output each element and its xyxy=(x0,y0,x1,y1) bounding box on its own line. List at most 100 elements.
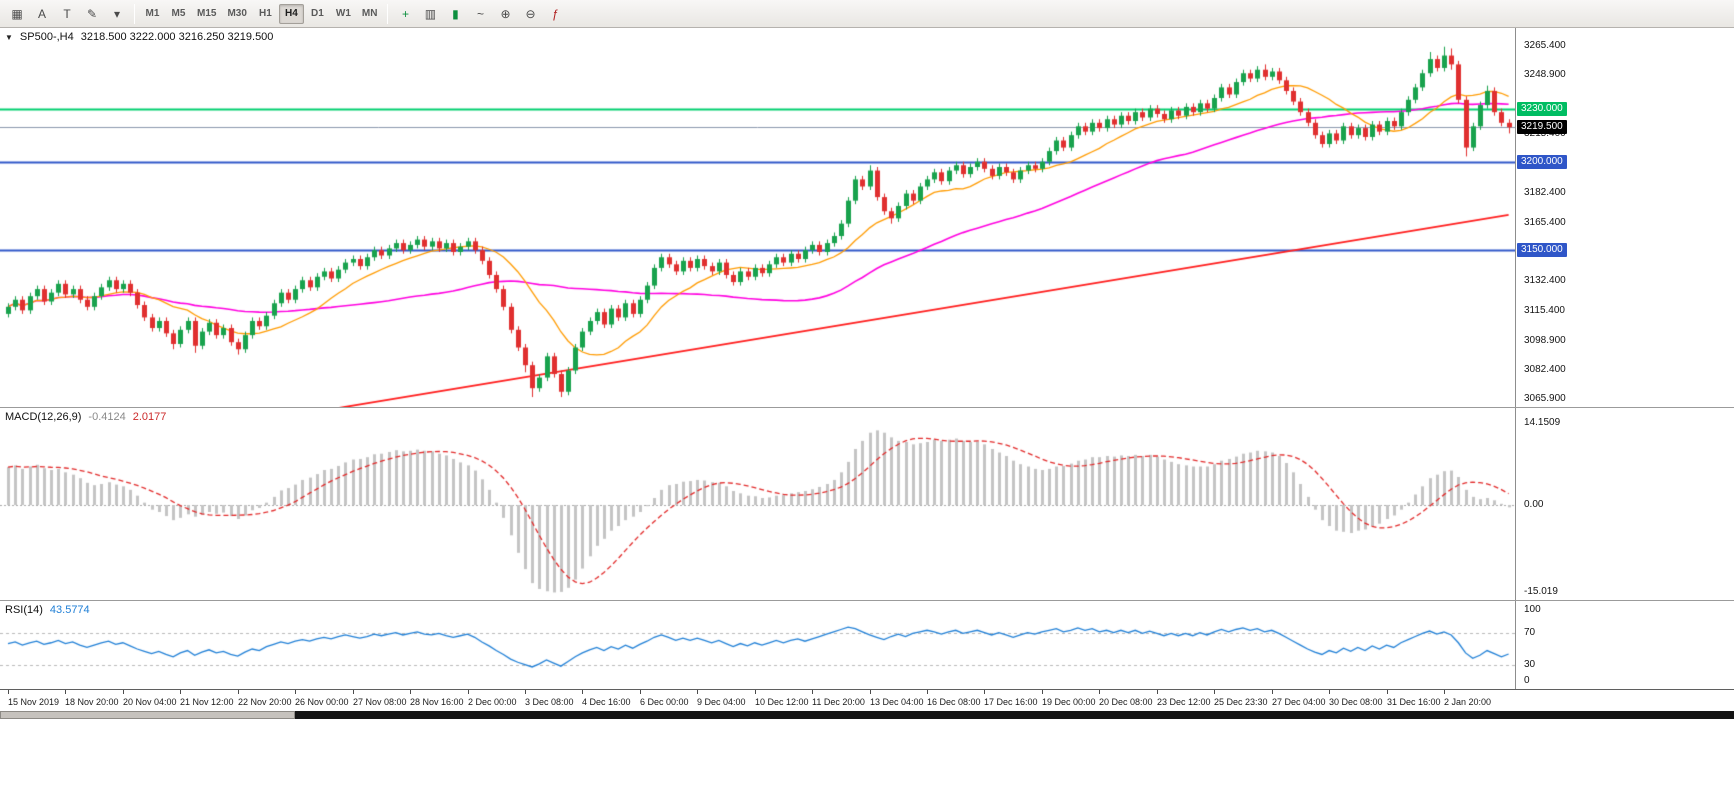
zoom-out-icon[interactable]: ⊖ xyxy=(525,6,536,21)
pane-splitter[interactable] xyxy=(0,407,1734,408)
time-axis-label: 17 Dec 16:00 xyxy=(984,697,1038,707)
time-tick xyxy=(525,690,526,694)
time-axis-label: 27 Dec 04:00 xyxy=(1272,697,1326,707)
price-axis-label: 3265.400 xyxy=(1524,40,1566,51)
time-axis-label: 26 Nov 00:00 xyxy=(295,697,349,707)
chart-line-icon[interactable]: ~ xyxy=(476,6,484,21)
time-tick xyxy=(123,690,124,694)
timeframe-h1[interactable]: H1 xyxy=(259,8,272,19)
macd-pane: MACD(12,26,9) -0.4124 2.0177 14.1509 0.00… xyxy=(0,408,1734,600)
price-badge: 3219.500 xyxy=(1517,120,1567,135)
time-axis-label: 19 Dec 00:00 xyxy=(1042,697,1096,707)
price-axis-label: 3132.400 xyxy=(1524,275,1566,287)
timeframe-mn[interactable]: MN xyxy=(361,8,378,19)
main-chart-pane: ▼ SP500-,H4 3218.500 3222.000 3216.250 3… xyxy=(0,28,1734,407)
price-badge: 3230.000 xyxy=(1517,101,1567,116)
pane-splitter[interactable] xyxy=(0,600,1734,601)
draw-tools-dropdown-icon[interactable]: ▾ xyxy=(113,6,121,21)
rsi-axis-label: 100 xyxy=(1524,604,1541,615)
price-axis[interactable]: 3265.4003248.9003215.4003182.4003165.400… xyxy=(1515,28,1734,407)
rsi-value: 43.5774 xyxy=(49,604,90,616)
time-tick xyxy=(755,690,756,694)
indicators-icon[interactable]: ƒ xyxy=(552,6,559,21)
time-axis-label: 13 Dec 04:00 xyxy=(870,697,924,707)
time-tick xyxy=(1272,690,1273,694)
time-tick xyxy=(984,690,985,694)
timeframe-toolbar: M1 M5 M15 M30 H1 H4 D1 W1 MN xyxy=(140,3,382,24)
chart-bars-icon[interactable]: ▥ xyxy=(424,6,437,21)
time-tick xyxy=(1099,690,1100,694)
time-tick xyxy=(697,690,698,694)
price-axis-label: 3115.400 xyxy=(1524,305,1565,317)
time-axis-label: 16 Dec 08:00 xyxy=(927,697,981,707)
chart-grid-icon[interactable]: ▦ xyxy=(11,6,23,21)
draw-tools-icon[interactable]: ✎ xyxy=(86,6,98,21)
time-tick xyxy=(468,690,469,694)
rsi-axis-label: 70 xyxy=(1524,627,1536,639)
time-axis-label: 28 Nov 16:00 xyxy=(410,697,464,707)
toolbar-right-group: + ▥ ▮ ~ ⊕ ⊖ ƒ xyxy=(393,3,567,25)
timeframe-w1[interactable]: W1 xyxy=(335,8,351,19)
time-axis[interactable]: 15 Nov 2019 18 Nov 20:00 20 Nov 04:00 21 No… xyxy=(0,689,1734,711)
macd-axis-label: -15.019 xyxy=(1524,586,1558,597)
macd-axis-label: 0.00 xyxy=(1524,499,1544,510)
horizontal-scrollbar[interactable] xyxy=(0,711,1734,719)
macd-axis[interactable]: 14.1509 0.00 -15.019 xyxy=(1515,408,1734,600)
time-axis-label: 18 Nov 20:00 xyxy=(65,697,119,707)
rsi-axis[interactable]: 100 70 30 0 xyxy=(1515,601,1734,689)
macd-axis-label: 14.1509 xyxy=(1524,416,1561,428)
time-axis-label: 20 Dec 08:00 xyxy=(1099,697,1153,707)
chart-dropdown-icon[interactable]: ▼ xyxy=(5,32,13,42)
scrollbar-thumb[interactable] xyxy=(0,711,295,719)
time-axis-label: 3 Dec 08:00 xyxy=(525,697,574,707)
time-tick xyxy=(295,690,296,694)
macd-signal-value: 2.0177 xyxy=(132,411,167,423)
toolbar-separator xyxy=(387,3,389,24)
price-axis-label: 3248.900 xyxy=(1524,69,1566,81)
timeframe-d1[interactable]: D1 xyxy=(311,8,324,19)
time-axis-label: 31 Dec 16:00 xyxy=(1387,697,1441,707)
time-tick xyxy=(238,690,239,694)
price-axis-label: 3182.400 xyxy=(1524,186,1566,198)
chart-candles-icon[interactable]: ▮ xyxy=(452,6,459,21)
time-axis-label: 9 Dec 04:00 xyxy=(697,697,746,707)
time-tick xyxy=(582,690,583,694)
text-tool-icon[interactable]: T xyxy=(63,6,71,21)
timeframe-h4[interactable]: H4 xyxy=(278,3,304,24)
price-chart-canvas[interactable] xyxy=(0,28,1515,407)
time-tick xyxy=(1329,690,1330,694)
time-tick xyxy=(1157,690,1158,694)
timeframe-m1[interactable]: M1 xyxy=(145,8,160,19)
time-tick xyxy=(1387,690,1388,694)
price-badge: 3150.000 xyxy=(1517,243,1567,258)
time-tick xyxy=(353,690,354,694)
time-tick xyxy=(1444,690,1445,694)
time-axis-label: 22 Nov 20:00 xyxy=(238,697,292,707)
price-axis-label: 3065.900 xyxy=(1524,393,1566,404)
time-axis-label: 25 Dec 23:30 xyxy=(1214,697,1268,707)
zoom-in-icon[interactable]: ⊕ xyxy=(500,6,511,21)
symbol-period-label: SP500-,H4 xyxy=(19,31,74,43)
timeframe-m30[interactable]: M30 xyxy=(227,8,247,19)
timeframe-m15[interactable]: M15 xyxy=(197,8,217,19)
time-axis-label: 30 Dec 08:00 xyxy=(1329,697,1383,707)
time-axis-label: 21 Nov 12:00 xyxy=(180,697,234,707)
toolbar-left-group: ▦ A T ✎ ▾ xyxy=(5,3,129,25)
cursor-tool-icon[interactable]: A xyxy=(37,6,46,21)
time-tick xyxy=(812,690,813,694)
macd-label: MACD(12,26,9) -0.4124 2.0177 xyxy=(5,411,166,423)
rsi-pane: RSI(14) 43.5774 100 70 30 0 xyxy=(0,601,1734,689)
timeframe-m5[interactable]: M5 xyxy=(171,8,186,19)
macd-canvas[interactable] xyxy=(0,408,1515,600)
time-axis-label: 27 Nov 08:00 xyxy=(353,697,407,707)
time-axis-label: 20 Nov 04:00 xyxy=(123,697,177,707)
rsi-canvas[interactable] xyxy=(0,601,1515,689)
price-axis-label: 3082.400 xyxy=(1524,363,1566,375)
new-order-icon[interactable]: + xyxy=(401,6,409,21)
time-tick xyxy=(180,690,181,694)
rsi-title: RSI(14) xyxy=(5,604,43,616)
time-tick xyxy=(1214,690,1215,694)
time-axis-label: 15 Nov 2019 xyxy=(8,697,60,707)
rsi-axis-label: 0 xyxy=(1524,675,1530,686)
